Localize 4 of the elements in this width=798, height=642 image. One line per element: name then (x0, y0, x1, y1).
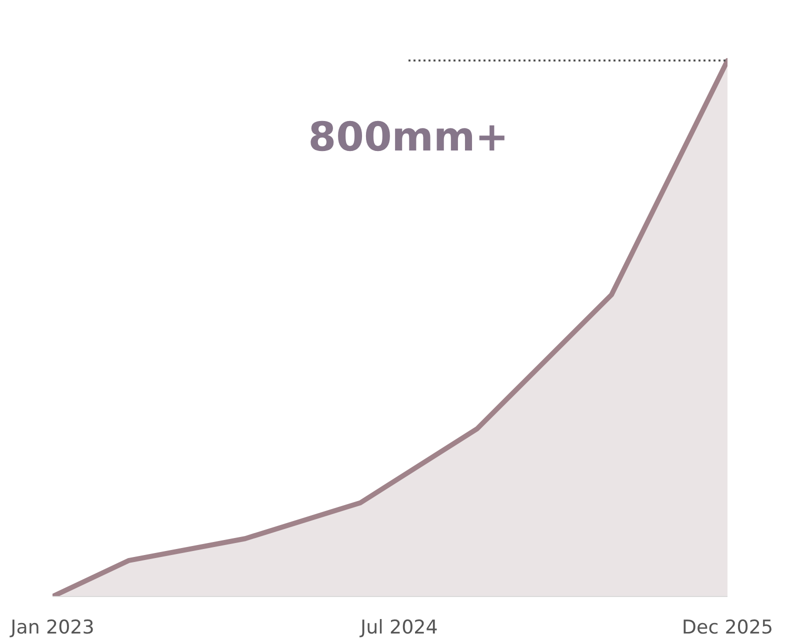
x-tick-label: Jan 2023 (10, 616, 94, 638)
annotation: 800mm+ (308, 114, 509, 161)
x-tick-label: Dec 2025 (682, 616, 774, 638)
x-tick-label: Jul 2024 (360, 616, 438, 638)
